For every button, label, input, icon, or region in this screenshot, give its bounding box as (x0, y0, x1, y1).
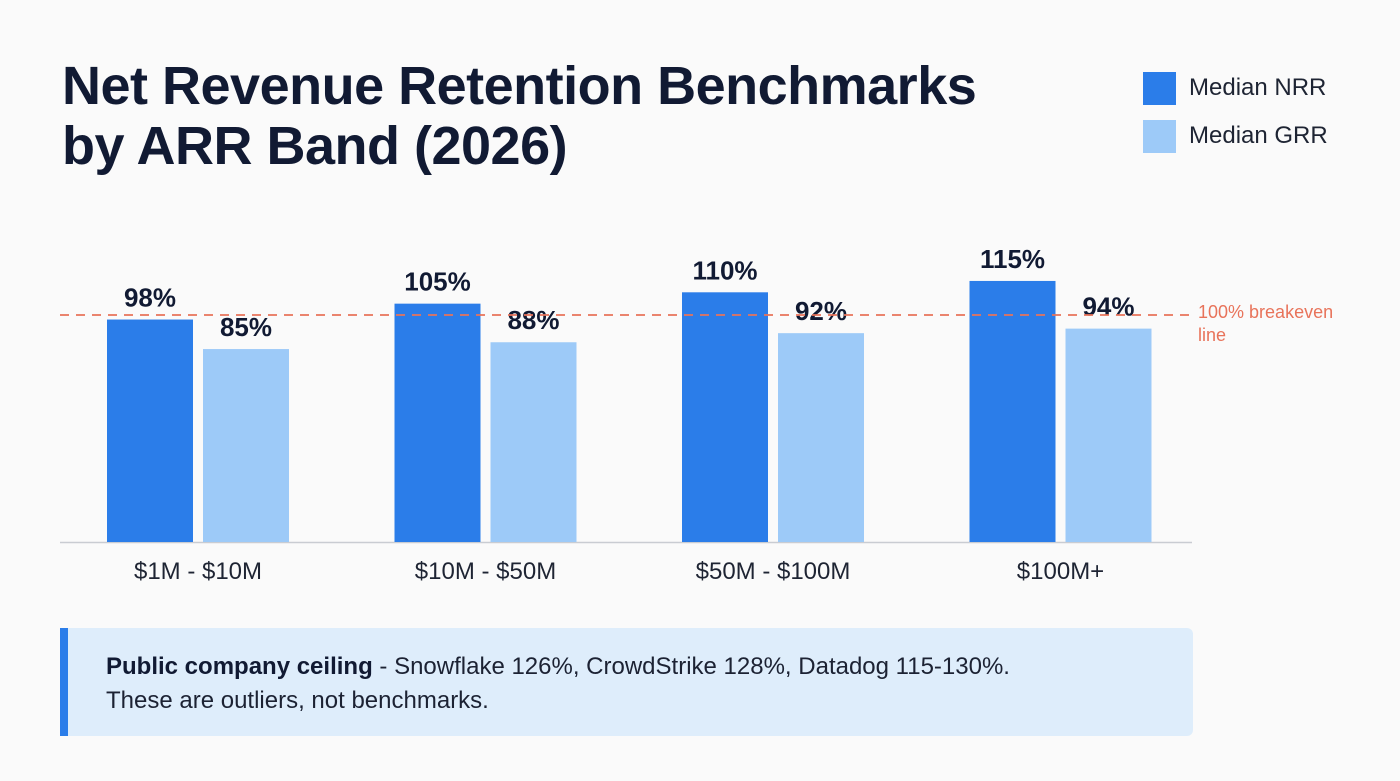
data-label-nrr-2: 110% (692, 255, 757, 285)
x-tick-label-0: $1M - $10M (134, 558, 262, 585)
chart-title-line-2: by ARR Band (2026) (62, 116, 568, 176)
bar-nrr-3 (969, 280, 1056, 542)
legend-swatch-nrr (1143, 71, 1176, 105)
legend-swatch-grr (1143, 119, 1176, 153)
data-label-grr-2: 92% (795, 296, 847, 326)
x-tick-label-2: $50M - $100M (696, 558, 851, 585)
data-label-nrr-3: 115% (980, 244, 1045, 274)
legend-item-grr: Median GRR (1143, 119, 1328, 153)
data-label-nrr-0: 98% (124, 283, 176, 313)
data-label-grr-3: 94% (1082, 292, 1134, 322)
legend-item-nrr: Median NRR (1143, 71, 1328, 105)
x-tick-label-3: $100M+ (1017, 558, 1104, 585)
callout-bold: Public company ceiling (106, 653, 373, 680)
x-tick-label-1: $10M - $50M (415, 558, 556, 585)
chart-title-line-1: Net Revenue Retention Benchmarks (62, 56, 977, 116)
chart-title: Net Revenue Retention Benchmarks by ARR … (62, 56, 1062, 176)
bar-grr-2 (778, 333, 864, 542)
legend: Median NRR Median GRR (1143, 71, 1328, 168)
breakeven-label-line-1: 100% breakeven (1198, 302, 1333, 322)
callout-text-1: - Snowflake 126%, CrowdStrike 128%, Data… (372, 653, 1010, 680)
legend-label-grr: Median GRR (1189, 122, 1328, 149)
callout-line-1: Public company ceiling - Snowflake 126%,… (106, 650, 1193, 684)
data-label-grr-1: 88% (507, 305, 559, 335)
bar-grr-0 (203, 349, 289, 542)
bar-nrr-1 (394, 303, 481, 542)
bar-nrr-0 (107, 319, 193, 542)
breakeven-label-line-2: line (1198, 325, 1226, 345)
data-label-grr-0: 85% (220, 312, 272, 342)
legend-label-nrr: Median NRR (1189, 74, 1327, 101)
callout-note: Public company ceiling - Snowflake 126%,… (60, 628, 1193, 736)
data-label-nrr-1: 105% (404, 267, 471, 297)
callout-text-2: These are outliers, not benchmarks. (106, 687, 489, 714)
bar-grr-1 (490, 342, 577, 542)
bar-grr-3 (1065, 328, 1152, 542)
bar-nrr-2 (682, 292, 768, 542)
